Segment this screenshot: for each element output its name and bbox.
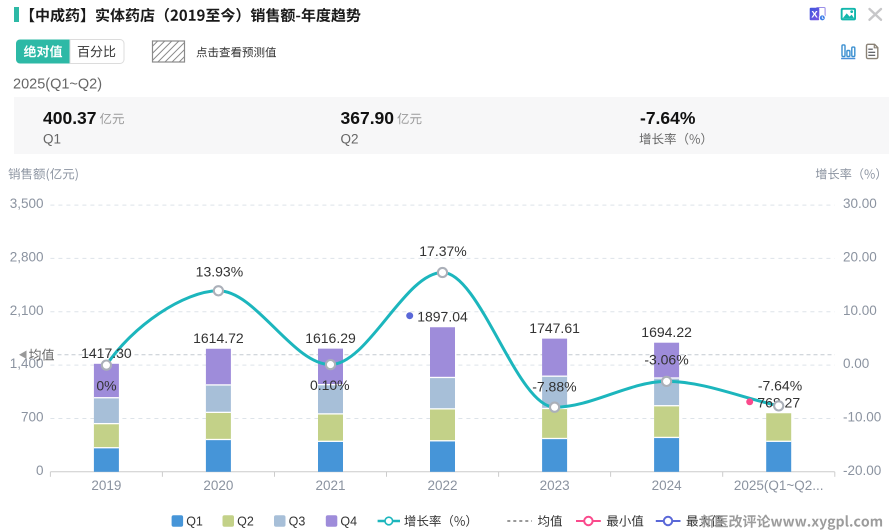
svg-text:17.37%: 17.37% — [419, 243, 466, 259]
svg-text:13.93%: 13.93% — [196, 263, 243, 279]
svg-text:X: X — [811, 9, 818, 20]
svg-text:1614.72: 1614.72 — [193, 330, 244, 346]
svg-text:2022: 2022 — [427, 478, 457, 493]
svg-text:-7.64%: -7.64% — [758, 377, 802, 393]
svg-text:Q4: Q4 — [340, 515, 357, 529]
svg-text:367.90: 367.90 — [341, 108, 395, 128]
svg-text:2025(Q1~Q2): 2025(Q1~Q2) — [13, 77, 102, 93]
svg-text:2021: 2021 — [315, 478, 345, 493]
svg-text:1897.04: 1897.04 — [417, 308, 468, 324]
svg-text:0%: 0% — [96, 377, 116, 393]
svg-text:1417.30: 1417.30 — [81, 345, 132, 361]
svg-text:20.00: 20.00 — [843, 249, 877, 264]
svg-text:2019: 2019 — [91, 478, 121, 493]
svg-text:-20.00: -20.00 — [843, 463, 881, 478]
svg-text:0.10%: 0.10% — [310, 377, 350, 393]
svg-text:400.37: 400.37 — [43, 108, 97, 128]
svg-text:-7.88%: -7.88% — [532, 378, 576, 394]
svg-text:3,500: 3,500 — [10, 196, 44, 211]
svg-text:Q2: Q2 — [237, 515, 254, 529]
svg-text:-10.00: -10.00 — [843, 410, 881, 425]
svg-text:1616.29: 1616.29 — [305, 330, 356, 346]
svg-text:Q1: Q1 — [186, 515, 203, 529]
svg-text:2024: 2024 — [652, 478, 683, 493]
svg-text:0.00: 0.00 — [843, 356, 869, 371]
svg-text:700: 700 — [21, 410, 44, 425]
svg-text:10.00: 10.00 — [843, 303, 877, 318]
svg-text:-7.64%: -7.64% — [640, 108, 696, 128]
svg-text:30.00: 30.00 — [843, 196, 877, 211]
svg-text:0: 0 — [36, 463, 44, 478]
svg-text:2,800: 2,800 — [10, 249, 44, 264]
svg-text:1747.61: 1747.61 — [529, 320, 580, 336]
svg-text:-3.06%: -3.06% — [644, 352, 688, 368]
svg-text:1,400: 1,400 — [10, 356, 44, 371]
svg-text:2023: 2023 — [540, 478, 570, 493]
svg-text:2,100: 2,100 — [10, 303, 44, 318]
svg-text:2020: 2020 — [203, 478, 233, 493]
svg-text:Q1: Q1 — [43, 132, 61, 147]
svg-text:1694.22: 1694.22 — [641, 324, 692, 340]
svg-text:2025(Q1~Q2...: 2025(Q1~Q2... — [734, 478, 824, 493]
svg-text:Q3: Q3 — [289, 515, 306, 529]
svg-text:Q2: Q2 — [341, 132, 359, 147]
